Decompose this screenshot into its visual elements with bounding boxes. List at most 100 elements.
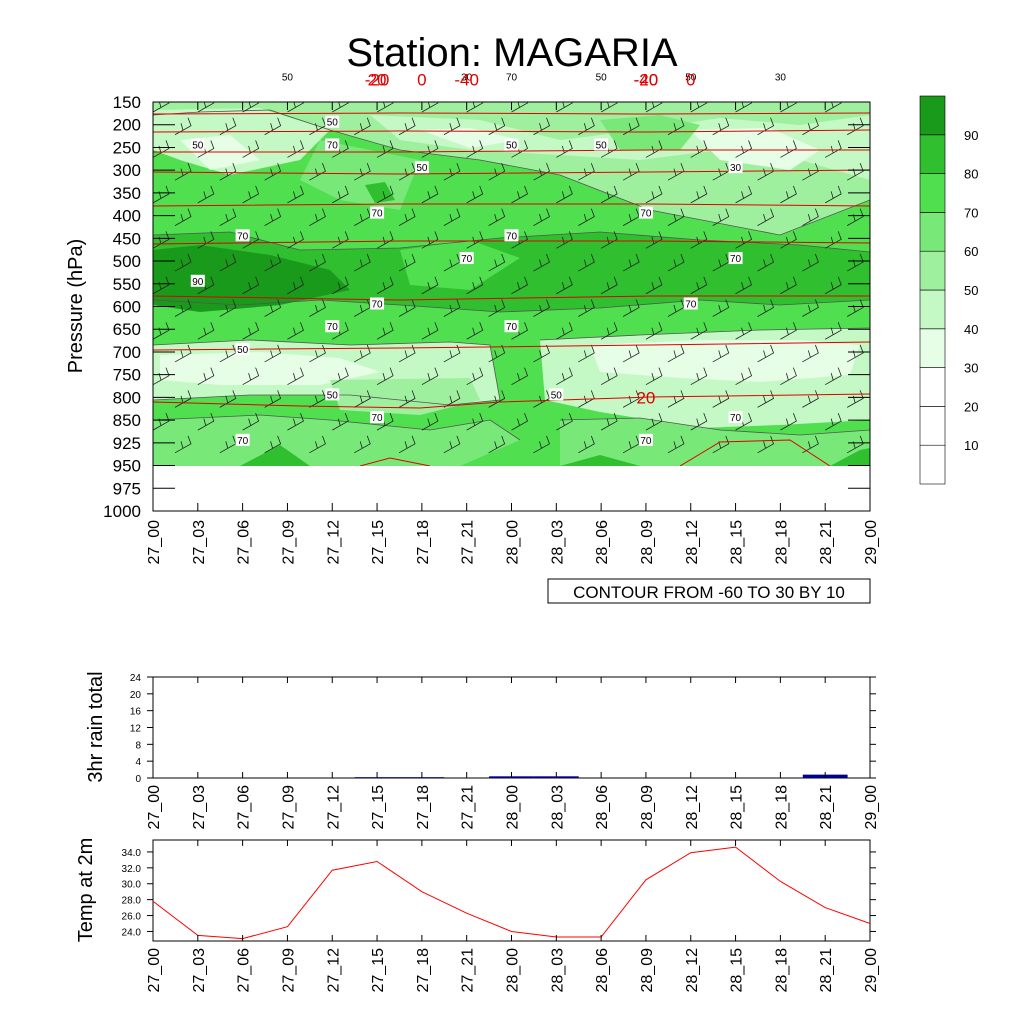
wind-barb <box>511 367 528 386</box>
pressure-axis: 150 200 250 300 350 400 450 500 550 600 650 700 750 8… <box>103 93 870 521</box>
contour-label-bg <box>504 229 519 242</box>
wind-barb <box>622 299 640 317</box>
wind-barb <box>578 208 595 226</box>
time-tick-label: 27_21 <box>460 948 477 993</box>
wind-barb <box>376 322 394 340</box>
time-tick-label: 27_09 <box>280 948 297 993</box>
wind-barb <box>354 390 371 408</box>
wind-barb <box>332 276 349 295</box>
wind-barb <box>421 102 439 113</box>
pressure-tick-label: 400 <box>113 207 141 226</box>
time-tick-label: 28_06 <box>594 520 611 565</box>
humidity-area-80-90-bottom <box>240 445 310 466</box>
wind-barb <box>556 140 573 158</box>
wind-barb <box>824 185 842 204</box>
wind-barb <box>511 276 528 295</box>
contour-label-bg <box>683 70 698 83</box>
rain-y-axis: 0 4 8 12 16 20 24 <box>130 673 876 785</box>
wind-barb <box>892 163 908 180</box>
rain-tick-label: 4 <box>135 757 141 768</box>
colorbar-band <box>919 289 946 330</box>
wind-barb <box>488 208 506 226</box>
contour-label-bg <box>504 138 519 151</box>
pressure-time-section: 9090707070707070707070707070707070705050… <box>65 70 908 604</box>
wind-barb <box>780 140 797 158</box>
wind-barb <box>802 390 819 408</box>
wind-barb <box>443 299 461 317</box>
time-tick-label: 28_03 <box>549 520 566 565</box>
wind-barb <box>780 412 797 431</box>
wind-barb <box>757 253 775 272</box>
wind-barb <box>398 435 416 454</box>
wind-barb <box>735 140 753 158</box>
humidity-contour-label: 70 <box>640 209 652 220</box>
pressure-tick-label: 1000 <box>103 502 141 521</box>
wind-barb <box>712 208 730 226</box>
wind-barb <box>398 117 416 136</box>
humidity-area-over-90 <box>153 245 350 312</box>
time-tick-label: 28_18 <box>773 948 790 993</box>
wind-barb <box>757 435 775 454</box>
time-axis-main: 27_00 27_03 27_06 27_09 27_12 27_15 27_18 27_21… <box>146 102 880 565</box>
wind-barb <box>578 299 595 317</box>
wind-barb <box>600 185 618 204</box>
humidity-contour-label: 70 <box>730 254 742 265</box>
wind-barb <box>735 276 753 295</box>
temperature-contour-label: 0 <box>417 70 426 89</box>
wind-barb <box>287 322 304 340</box>
wind-barb <box>242 322 260 340</box>
time-tick-label: 28_03 <box>549 785 566 830</box>
wind-barb <box>645 322 663 340</box>
wind-barb <box>488 299 506 317</box>
wind-barb <box>398 208 416 226</box>
time-tick-label: 27_09 <box>280 785 297 830</box>
wind-barb <box>622 253 640 272</box>
colorbar-band <box>919 134 946 174</box>
wind-barb <box>443 208 461 226</box>
wind-barb <box>578 344 595 363</box>
wind-barb <box>556 102 573 113</box>
time-tick-label: 27_18 <box>415 948 432 993</box>
wind-barb <box>466 322 484 340</box>
humidity-contour-label: 70 <box>685 300 697 311</box>
humidity-contour-label: 50 <box>596 72 608 83</box>
humidity-area-30-40-low <box>160 352 380 385</box>
pressure-tick-label: 650 <box>113 320 141 339</box>
wind-barb <box>264 299 282 317</box>
colorbar-band <box>919 95 946 136</box>
rain-tick-label: 24 <box>130 673 142 684</box>
wind-barb <box>556 185 573 204</box>
wind-barb <box>174 208 192 226</box>
contour-label-bg <box>504 320 519 333</box>
humidity-contour-label: 50 <box>506 140 518 151</box>
wind-barb <box>824 367 842 386</box>
wind-barb <box>869 384 870 385</box>
humidity-contour-label: 70 <box>730 413 742 424</box>
humidity-contour-label: 50 <box>327 390 339 401</box>
wind-barb <box>488 390 506 408</box>
humidity-contour-label: 30 <box>730 163 742 174</box>
contour-info-text: CONTOUR FROM -60 TO 30 BY 10 <box>573 583 845 602</box>
temp-plot-border <box>152 839 871 942</box>
time-tick-label: 28_06 <box>594 785 611 830</box>
colorbar-label: 90 <box>964 128 978 143</box>
wind-barb <box>421 367 439 386</box>
colorbar-band <box>919 406 946 446</box>
wind-barb <box>219 208 237 226</box>
colorbar-label: 20 <box>964 399 978 414</box>
wind-barb <box>354 117 371 136</box>
humidity-contour-label: 70 <box>640 436 652 447</box>
wind-barb <box>511 102 528 113</box>
wind-barb <box>264 390 282 408</box>
humidity-area-30-40-c <box>690 128 820 170</box>
contour-label-bg <box>190 274 205 287</box>
wind-barb <box>780 322 797 340</box>
wind-barb <box>892 118 908 135</box>
temp-x-axis: 27_00 27_03 27_06 27_09 27_12 27_15 27_18 27_21… <box>146 840 880 993</box>
time-tick-label: 27_21 <box>460 520 477 565</box>
wind-barb <box>421 412 439 431</box>
wind-barb <box>780 185 797 204</box>
colorbar-label: 60 <box>964 244 978 259</box>
time-tick-label: 28_18 <box>773 520 790 565</box>
time-tick-label: 28_21 <box>818 948 835 993</box>
